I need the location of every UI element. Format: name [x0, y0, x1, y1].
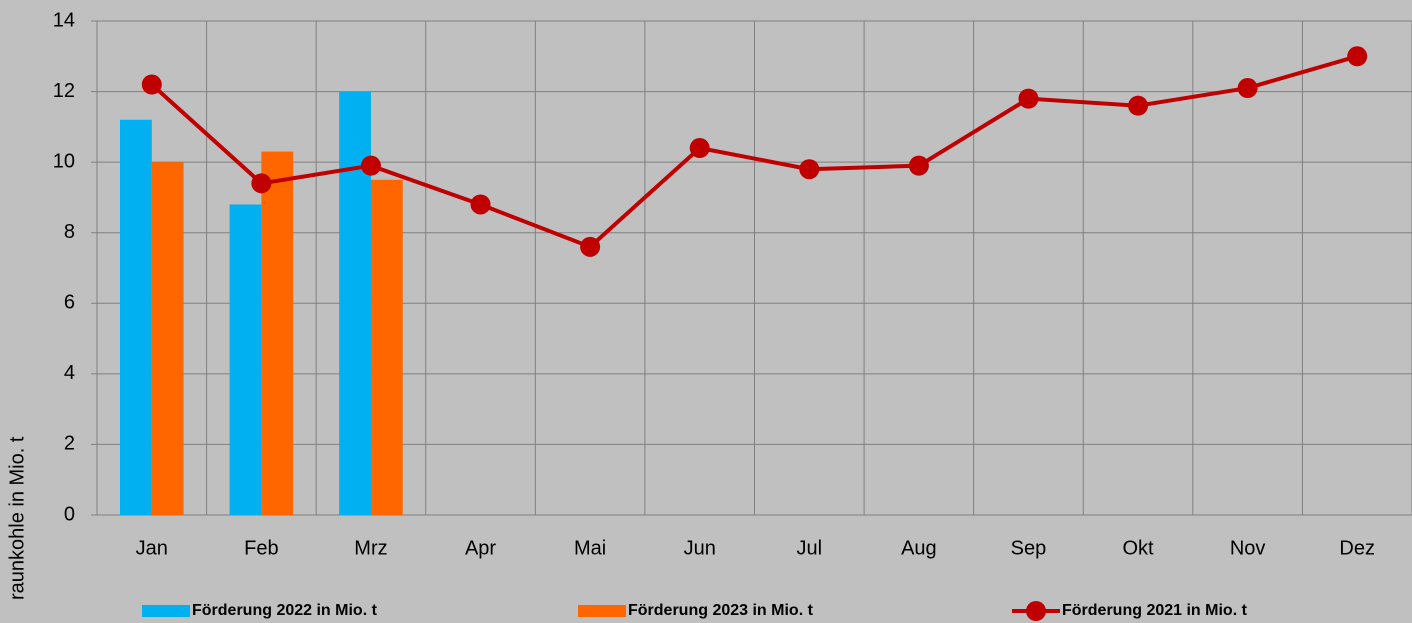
- marker: [141, 74, 162, 95]
- marker: [580, 236, 601, 257]
- legend-label: Förderung 2023 in Mio. t: [628, 602, 814, 619]
- x-tick-label: Apr: [465, 537, 496, 559]
- marker: [360, 155, 381, 176]
- bar: [339, 91, 371, 516]
- legend-swatch: [1026, 601, 1046, 621]
- bar: [151, 162, 184, 515]
- marker: [689, 138, 710, 159]
- marker: [799, 159, 820, 180]
- y-tick-label: 6: [64, 292, 75, 314]
- bar: [370, 179, 403, 516]
- y-tick-label: 8: [64, 221, 75, 243]
- legend-swatch: [142, 605, 190, 617]
- marker: [1347, 46, 1368, 67]
- y-axis-label: raunkohle in Mio. t: [6, 436, 28, 600]
- bar: [261, 151, 294, 516]
- marker: [908, 155, 929, 176]
- x-tick-label: Feb: [244, 537, 278, 559]
- bar: [120, 119, 152, 516]
- y-tick-label: 12: [53, 80, 75, 102]
- marker: [470, 194, 491, 215]
- x-tick-label: Okt: [1122, 537, 1154, 559]
- legend-label: Förderung 2021 in Mio. t: [1062, 602, 1248, 619]
- x-tick-label: Aug: [901, 537, 937, 559]
- marker: [1128, 95, 1149, 116]
- x-tick-label: Jun: [684, 537, 716, 559]
- x-tick-label: Mrz: [354, 537, 387, 559]
- y-tick-label: 14: [53, 9, 75, 31]
- marker: [1018, 88, 1039, 109]
- line: [150, 54, 1358, 250]
- x-tick-label: Jul: [797, 537, 823, 559]
- marker: [251, 173, 272, 194]
- x-tick-label: Sep: [1011, 537, 1047, 559]
- x-tick-label: Mai: [574, 537, 606, 559]
- y-tick-label: 2: [64, 433, 75, 455]
- y-tick-label: 4: [64, 362, 75, 384]
- legend-swatch: [578, 605, 626, 617]
- legend-label: Förderung 2022 in Mio. t: [192, 602, 378, 619]
- marker: [1237, 78, 1258, 99]
- y-tick-label: 0: [64, 503, 75, 525]
- x-tick-label: Jan: [136, 537, 168, 559]
- x-tick-label: Dez: [1339, 537, 1375, 559]
- x-tick-label: Nov: [1230, 537, 1266, 559]
- bar: [229, 204, 262, 515]
- y-tick-label: 10: [53, 150, 75, 172]
